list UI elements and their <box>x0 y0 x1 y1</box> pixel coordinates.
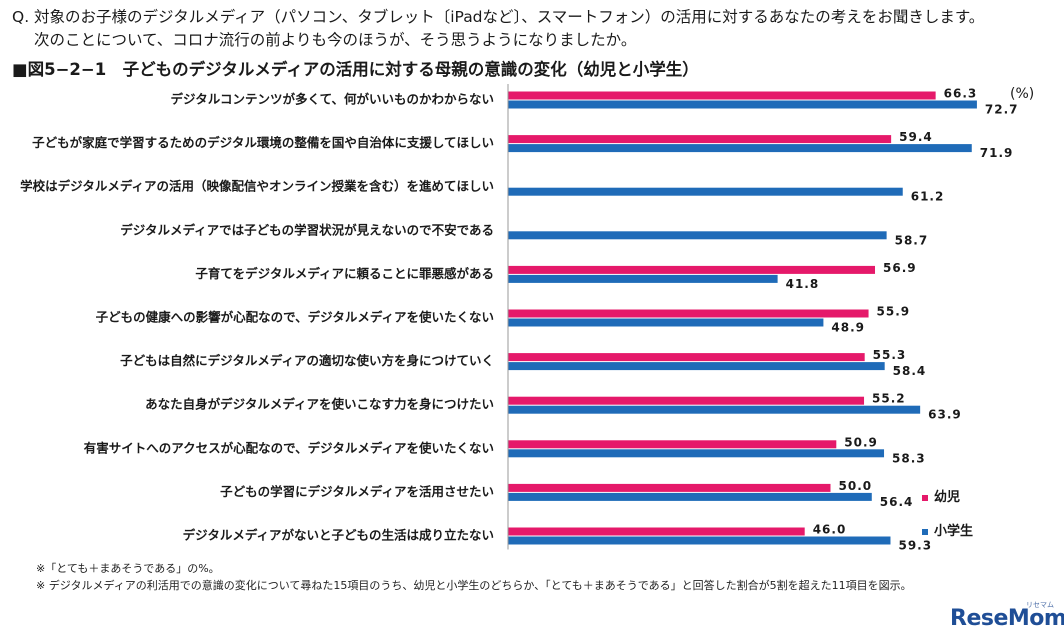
category-label: 子どもの健康への影響が心配なので、デジタルメディアを使いたくない <box>96 310 494 325</box>
bar-infant <box>508 396 865 405</box>
legend-swatch-infant <box>922 494 928 501</box>
data-label: 55.3 <box>873 348 907 362</box>
legend-item-elementary: 小学生 <box>922 520 973 539</box>
legend-label-elementary: 小学生 <box>934 524 974 539</box>
figure-title: ■図5−2−1 子どものデジタルメディアの活用に対する母親の意識の変化（幼児と小… <box>12 60 699 79</box>
data-label: 59.3 <box>898 539 932 553</box>
data-label: 48.9 <box>831 321 865 335</box>
data-label: 56.4 <box>880 495 914 509</box>
data-label: 41.8 <box>786 277 820 291</box>
category-label: 子どもは自然にデジタルメディアの適切な使い方を身につけていく <box>120 353 494 368</box>
bar-elementary <box>508 187 903 196</box>
data-label: 56.9 <box>883 261 917 275</box>
data-label: 50.9 <box>844 435 878 449</box>
bar-infant <box>508 440 837 449</box>
data-label: 71.9 <box>980 146 1014 160</box>
data-label: 58.3 <box>892 451 926 465</box>
bar-elementary <box>508 405 921 414</box>
data-label: 58.7 <box>895 233 929 247</box>
data-label: 55.2 <box>872 392 906 406</box>
question-line-1: Q. 対象のお子様のデジタルメディア（パソコン、タブレット〔iPadなど〕、スマ… <box>12 8 985 26</box>
footnote-2: ※ デジタルメディアの利活用での意識の変化について尋ねた15項目のうち、幼児と小… <box>36 579 912 592</box>
bar-infant <box>508 527 805 536</box>
data-label: 58.4 <box>893 364 927 378</box>
unit-label: (%) <box>1010 86 1035 102</box>
bar-elementary <box>508 318 824 327</box>
legend-item-infant: 幼児 <box>922 486 960 505</box>
data-label: 72.7 <box>985 103 1019 117</box>
bar-infant <box>508 353 865 362</box>
data-label: 63.9 <box>928 408 962 422</box>
bar-elementary <box>508 144 972 153</box>
bar-infant <box>508 483 831 492</box>
footnote-1: ※「とても＋まあそうである」の%。 <box>36 562 220 575</box>
bar-elementary <box>508 362 885 371</box>
question-text: Q. 対象のお子様のデジタルメディア（パソコン、タブレット〔iPadなど〕、スマ… <box>12 6 1057 52</box>
legend-label-infant: 幼児 <box>934 490 961 505</box>
data-label: 55.9 <box>877 305 911 319</box>
data-label: 50.0 <box>839 479 873 493</box>
bar-elementary <box>508 492 872 501</box>
category-label: デジタルコンテンツが多くて、何がいいものかわからない <box>170 92 494 107</box>
category-label: 学校はデジタルメディアの活用（映像配信やオンライン授業を含む）を進めてほしい <box>20 179 494 194</box>
bar-infant <box>508 265 876 274</box>
data-label: 61.2 <box>911 190 945 204</box>
bar-elementary <box>508 274 778 283</box>
bar-elementary <box>508 231 887 240</box>
resemom-logo-sub: リセマム <box>1026 601 1054 609</box>
category-label: デジタルメディアでは子どもの学習状況が見えないので不安である <box>120 222 494 237</box>
footnotes: ※「とても＋まあそうである」の%。 ※ デジタルメディアの利活用での意識の変化に… <box>36 560 912 594</box>
category-label: デジタルメディアがないと子どもの生活は成り立たない <box>183 528 494 543</box>
bar-elementary <box>508 449 885 458</box>
bar-elementary <box>508 536 891 545</box>
resemom-logo: ReseMom <box>950 606 1064 631</box>
data-label: 66.3 <box>944 87 978 101</box>
category-label: 子どもが家庭で学習するためのデジタル環境の整備を国や自治体に支援してほしい <box>32 135 494 150</box>
bar-infant <box>508 309 869 318</box>
data-label: 59.4 <box>899 130 933 144</box>
bar-infant <box>508 135 892 144</box>
legend-swatch-elementary <box>922 528 928 535</box>
data-label: 46.0 <box>813 523 847 537</box>
question-line-2: 次のことについて、コロナ流行の前よりも今のほうが、そう思うようになりましたか。 <box>34 31 637 49</box>
category-label: あなた自身がデジタルメディアを使いこなす力を身につけたい <box>145 397 494 412</box>
category-label: 子育てをデジタルメディアに頼ることに罪悪感がある <box>195 266 494 281</box>
bar-chart: デジタルコンテンツが多くて、何がいいものかわからない 66.3 72.7 子どもが家庭… <box>20 84 1019 553</box>
category-label: 有害サイトへのアクセスが心配なので、デジタルメディアを使いたくない <box>84 440 494 455</box>
category-label: 子どもの学習にデジタルメディアを活用させたい <box>220 484 494 499</box>
bar-infant <box>508 91 936 100</box>
bar-elementary <box>508 100 977 109</box>
